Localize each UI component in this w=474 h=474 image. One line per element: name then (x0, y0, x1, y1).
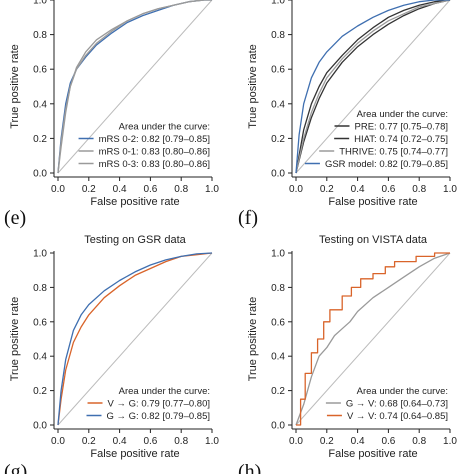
y-tick-label: 0.8 (271, 283, 285, 294)
y-tick-label: 0.0 (33, 421, 47, 432)
legend-entry-label: mRS 0-3: 0.83 [0.80–0.86] (99, 159, 210, 170)
legend-entry-label: THRIVE: 0.75 [0.74–0.77] (339, 147, 448, 158)
x-tick-label: 0.6 (381, 184, 395, 195)
y-tick-label: 0.6 (33, 65, 47, 76)
legend-entry-label: G → V: 0.68 [0.64–0.73] (346, 399, 448, 410)
panel-label-f: (f) (238, 207, 258, 229)
roc-panel-testing-vista: 0.0 0.2 0.4 0.6 0.8 1.0 0.0 0.2 0.4 0.6 0.8 1.0 Fals… (247, 234, 457, 460)
legend-title: Area under the curve: (357, 386, 448, 397)
roc-curve (296, 252, 450, 426)
legend-entry-label: GSR model: 0.82 [0.79–0.85] (325, 159, 448, 170)
x-tick-label: 1.0 (205, 184, 219, 195)
x-tick-label: 0.4 (113, 436, 127, 447)
y-axis-title: True positive rate (9, 297, 21, 382)
legend-entry-label: mRS 0-1: 0.83 [0.80–0.86] (99, 147, 210, 158)
x-tick-label: 0.2 (320, 436, 334, 447)
x-tick-label: 0.4 (113, 184, 127, 195)
x-tick-label: 0.0 (289, 436, 303, 447)
y-axis-title: True positive rate (247, 297, 259, 382)
legend-entry-label: V → G: 0.79 [0.77–0.80] (108, 399, 210, 410)
y-tick-label: 0.4 (271, 352, 285, 363)
x-tick-label: 0.8 (174, 184, 188, 195)
diagonal-reference-line (57, 0, 213, 174)
roc-curve (57, 252, 213, 426)
y-tick-label: 0.0 (271, 169, 285, 180)
panel-title: Testing on VISTA data (319, 234, 428, 246)
y-tick-label: 1.0 (33, 249, 47, 260)
x-tick-label: 0.6 (381, 436, 395, 447)
x-tick-label: 0.8 (174, 436, 188, 447)
diagonal-reference-line (295, 252, 451, 426)
y-tick-label: 0.4 (33, 99, 47, 110)
y-axis-title: True positive rate (9, 44, 21, 129)
y-tick-label: 0.4 (271, 99, 285, 110)
y-tick-label: 0.8 (33, 30, 47, 41)
roc-curve (295, 0, 450, 174)
x-tick-label: 0.0 (51, 184, 65, 195)
roc-curve (295, 252, 451, 426)
y-tick-label: 0.2 (33, 386, 47, 397)
legend-entry-label: PRE: 0.77 [0.75–0.78] (355, 122, 448, 133)
panel-label-g: (g) (4, 461, 27, 474)
x-tick-label: 0.2 (82, 436, 96, 447)
roc-curve (57, 0, 212, 174)
y-tick-label: 0.8 (271, 30, 285, 41)
x-tick-label: 0.2 (82, 184, 96, 195)
y-tick-label: 1.0 (33, 0, 47, 7)
y-tick-label: 1.0 (271, 0, 285, 7)
x-tick-label: 0.8 (412, 184, 426, 195)
x-tick-label: 0.6 (143, 184, 157, 195)
y-tick-label: 0.6 (33, 317, 47, 328)
y-tick-label: 0.2 (271, 134, 285, 145)
roc-curve (295, 0, 451, 174)
legend-entry-label: V → V: 0.74 [0.64–0.85] (347, 411, 448, 422)
y-tick-label: 0.4 (33, 352, 47, 363)
roc-panel-mrs-thresholds: 0.0 0.2 0.4 0.6 0.8 1.0 0.0 0.2 0.4 0.6 0.8 1.0 Fals… (9, 0, 219, 208)
diagonal-reference-line (295, 0, 451, 174)
x-tick-label: 1.0 (443, 184, 457, 195)
panel-title: Testing on GSR data (84, 234, 186, 246)
x-tick-label: 0.0 (51, 436, 65, 447)
y-axis-title: True positive rate (247, 44, 259, 129)
x-axis-title: False positive rate (90, 448, 179, 460)
legend-title: Area under the curve: (119, 122, 210, 133)
x-axis-title: False positive rate (90, 196, 179, 208)
legend-title: Area under the curve: (119, 386, 210, 397)
legend-entry-label: HIAT: 0.74 [0.72–0.75] (354, 134, 448, 145)
x-tick-label: 1.0 (205, 436, 219, 447)
roc-panel-testing-gsr: 0.0 0.2 0.4 0.6 0.8 1.0 0.0 0.2 0.4 0.6 0.8 1.0 Fals… (9, 234, 219, 460)
x-tick-label: 0.8 (412, 436, 426, 447)
diagonal-reference-line (57, 252, 213, 426)
x-axis-title: False positive rate (328, 196, 417, 208)
roc-panel-score-comparison: 0.0 0.2 0.4 0.6 0.8 1.0 0.0 0.2 0.4 0.6 0.8 1.0 Fals… (247, 0, 457, 208)
x-tick-label: 0.6 (143, 436, 157, 447)
y-tick-label: 0.0 (271, 421, 285, 432)
y-tick-label: 1.0 (271, 249, 285, 260)
x-axis-title: False positive rate (328, 448, 417, 460)
panel-label-e: (e) (4, 207, 26, 229)
y-tick-label: 0.0 (33, 169, 47, 180)
roc-curve (295, 0, 451, 174)
x-tick-label: 0.4 (351, 184, 365, 195)
x-tick-label: 0.0 (289, 184, 303, 195)
x-tick-label: 0.4 (351, 436, 365, 447)
legend-entry-label: G → G: 0.82 [0.79–0.85] (106, 411, 210, 422)
y-tick-label: 0.6 (271, 317, 285, 328)
panel-label-h: (h) (238, 461, 261, 474)
y-tick-label: 0.8 (33, 283, 47, 294)
legend-entry-label: mRS 0-2: 0.82 [0.79–0.85] (99, 134, 210, 145)
y-tick-label: 0.2 (33, 134, 47, 145)
x-tick-label: 1.0 (443, 436, 457, 447)
roc-curve (295, 0, 451, 174)
y-tick-label: 0.2 (271, 386, 285, 397)
legend-title: Area under the curve: (357, 109, 448, 120)
x-tick-label: 0.2 (320, 184, 334, 195)
y-tick-label: 0.6 (271, 65, 285, 76)
